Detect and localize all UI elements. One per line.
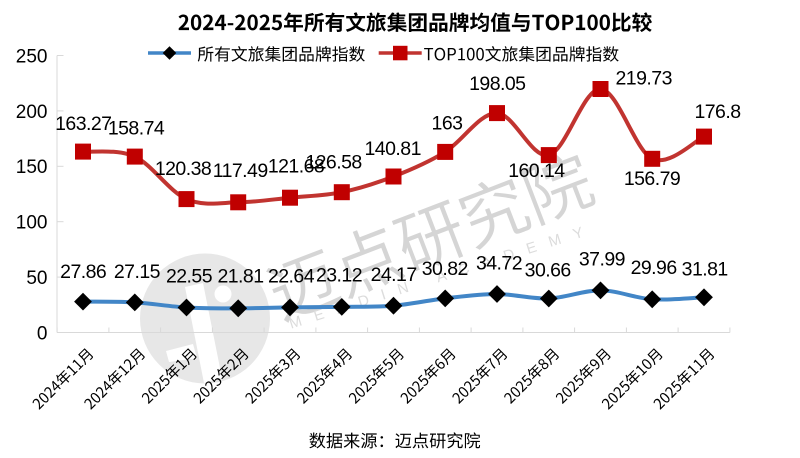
svg-text:126.58: 126.58 xyxy=(305,151,361,173)
svg-text:158.74: 158.74 xyxy=(108,117,165,139)
svg-text:37.99: 37.99 xyxy=(579,248,625,270)
svg-text:22.55: 22.55 xyxy=(166,266,213,288)
svg-text:100: 100 xyxy=(16,213,48,234)
svg-text:34.72: 34.72 xyxy=(476,252,522,274)
svg-text:22.64: 22.64 xyxy=(268,265,315,287)
svg-text:160.14: 160.14 xyxy=(508,160,565,182)
svg-text:23.12: 23.12 xyxy=(316,264,362,286)
svg-text:198.05: 198.05 xyxy=(469,73,526,95)
svg-text:27.15: 27.15 xyxy=(114,261,161,283)
svg-text:24.17: 24.17 xyxy=(371,264,417,286)
svg-text:0: 0 xyxy=(37,323,48,344)
svg-text:200: 200 xyxy=(16,102,48,123)
svg-text:140.81: 140.81 xyxy=(365,138,421,160)
svg-text:156.79: 156.79 xyxy=(624,168,680,190)
svg-text:120.38: 120.38 xyxy=(155,158,211,180)
svg-text:117.49: 117.49 xyxy=(213,160,268,182)
svg-text:176.8: 176.8 xyxy=(694,101,740,123)
svg-text:250: 250 xyxy=(16,46,48,67)
svg-text:21.81: 21.81 xyxy=(217,266,263,288)
svg-text:29.96: 29.96 xyxy=(631,257,677,279)
svg-text:30.82: 30.82 xyxy=(422,258,468,280)
svg-text:121.68: 121.68 xyxy=(268,155,324,177)
svg-text:219.73: 219.73 xyxy=(616,68,672,90)
svg-text:163.27: 163.27 xyxy=(55,113,111,135)
svg-text:27.86: 27.86 xyxy=(60,261,106,283)
svg-text:50: 50 xyxy=(26,268,47,289)
svg-text:31.81: 31.81 xyxy=(682,258,728,280)
svg-text:163: 163 xyxy=(432,112,463,134)
svg-text:30.66: 30.66 xyxy=(525,259,571,281)
svg-text:150: 150 xyxy=(16,157,48,178)
